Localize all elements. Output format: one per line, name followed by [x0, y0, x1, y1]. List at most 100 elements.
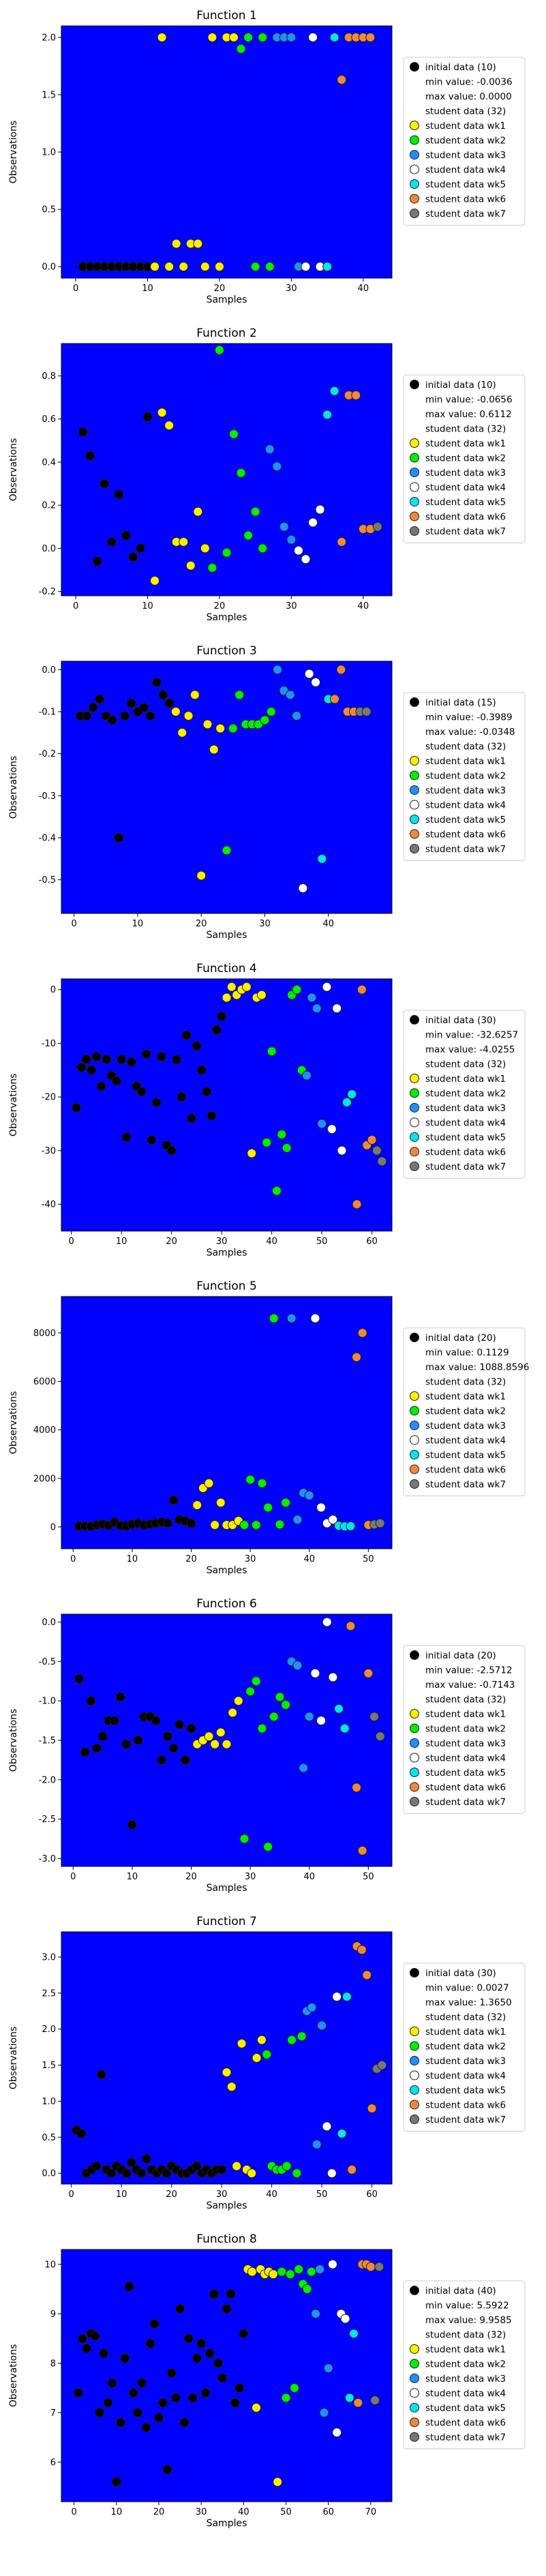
- data-point-initial: [166, 2368, 177, 2378]
- legend-marker-wk5: [410, 2403, 419, 2412]
- data-point-initial: [196, 2338, 207, 2348]
- legend-marker-initial: [410, 62, 419, 72]
- plot-area: [61, 978, 393, 1232]
- data-point-initial: [175, 1719, 185, 1729]
- data-point-wk4: [310, 1314, 320, 1324]
- data-point-initial: [106, 536, 117, 547]
- data-point-initial: [156, 1052, 166, 1062]
- legend-marker-wk4: [410, 1753, 419, 1763]
- legend-entry: student data wk4: [425, 800, 506, 811]
- legend-entry: student data wk4: [425, 483, 506, 494]
- data-point-wk1: [189, 690, 200, 700]
- legend-entry: student data wk4: [425, 2071, 506, 2082]
- legend-entry: min value: -32.6257: [425, 1030, 518, 1041]
- legend-marker-wk5: [410, 179, 419, 189]
- data-point-wk2: [222, 845, 232, 855]
- chart-panel-1: Function 1 0 10 20 30 40 0.0 0.5 1.0 1.5 2.0 Sample…: [8, 9, 526, 305]
- data-point-initial: [158, 690, 168, 700]
- legend-entry: student data wk7: [425, 2115, 506, 2125]
- data-point-initial: [141, 1049, 151, 1059]
- legend-entry: initial data (40): [425, 2286, 496, 2297]
- legend-entry: student data wk5: [425, 179, 506, 190]
- legend-entry: student data wk3: [425, 2374, 506, 2384]
- data-point-wk4: [301, 554, 311, 564]
- data-point-initial: [87, 1065, 97, 1075]
- chart-panel-4: Function 4 0 10 20 30 40 50 60 -40 -30 -20 -10 0 Samp…: [8, 962, 526, 1258]
- data-point-wk5: [346, 1521, 356, 1531]
- data-point-wk3: [292, 711, 302, 721]
- x-tick-label: 10: [132, 919, 144, 929]
- legend-marker-wk7: [410, 844, 419, 853]
- data-point-wk1: [215, 723, 226, 733]
- data-point-initial: [196, 1065, 207, 1075]
- x-tick-label: 20: [185, 1872, 197, 1882]
- data-point-wk1: [247, 1148, 257, 1158]
- y-axis-label: Observations: [8, 756, 19, 819]
- legend-marker-wk3: [410, 1421, 419, 1430]
- data-point-initial: [222, 2304, 232, 2314]
- y-tick-label: -1.0: [39, 1697, 56, 1707]
- data-point-initial: [91, 2161, 102, 2171]
- data-point-wk6: [352, 1783, 362, 1793]
- data-point-wk3: [307, 992, 317, 1003]
- legend-marker-wk3: [410, 150, 419, 160]
- data-point-wk2: [292, 984, 302, 995]
- data-point-wk7: [375, 1518, 385, 1528]
- legend-marker-wk7: [410, 2432, 419, 2442]
- x-tick-label: 30: [245, 1872, 256, 1882]
- legend: initial data (30) min value: 0.0027 max va…: [403, 1963, 526, 2132]
- y-tick-label: -0.4: [39, 834, 56, 844]
- data-point-wk3: [304, 1712, 314, 1722]
- y-tick-label: 0.0: [42, 665, 56, 676]
- data-point-initial: [151, 1097, 162, 1108]
- legend-entry: student data wk1: [425, 1074, 506, 1085]
- y-tick-label: 0.6: [42, 414, 56, 425]
- legend-entry: student data wk1: [425, 438, 506, 449]
- x-tick-label: 40: [358, 601, 369, 611]
- y-tick-label: 0.0: [42, 544, 56, 554]
- data-point-wk1: [222, 2067, 232, 2078]
- x-tick-label: 50: [316, 2189, 328, 2200]
- data-point-wk1: [214, 262, 224, 272]
- legend-entry: student data wk6: [425, 1147, 506, 1158]
- data-point-initial: [170, 2393, 181, 2403]
- legend: initial data (40) min value: 5.5922 max va…: [403, 2280, 526, 2449]
- data-point-wk5: [337, 2129, 347, 2138]
- legend-entry: student data wk6: [425, 830, 506, 840]
- data-point-wk6: [346, 1621, 356, 1631]
- data-point-initial: [121, 1132, 132, 1142]
- data-point-wk1: [179, 536, 189, 547]
- x-tick-label: 0: [72, 919, 77, 929]
- data-point-initial: [94, 2408, 104, 2418]
- data-point-wk4: [337, 1145, 347, 1155]
- data-point-wk5: [322, 410, 333, 420]
- plot-area: [61, 2249, 393, 2502]
- data-point-wk2: [267, 1046, 277, 1057]
- x-tick-label: 40: [238, 2507, 249, 2517]
- legend-marker-wk5: [410, 815, 419, 824]
- x-tick-label: 10: [111, 2507, 123, 2517]
- data-point-wk1: [233, 1696, 243, 1706]
- y-tick-label: -0.3: [39, 791, 56, 802]
- data-point-initial: [158, 2397, 168, 2408]
- data-point-wk1: [177, 727, 187, 738]
- data-point-initial: [91, 1052, 102, 1062]
- data-point-initial: [175, 2304, 185, 2314]
- legend-entry: student data wk3: [425, 1738, 506, 1749]
- data-point-wk3: [292, 1515, 303, 1525]
- chart-title: Function 8: [196, 2232, 257, 2246]
- data-point-initial: [172, 1055, 182, 1065]
- legend-entry: student data (32): [425, 106, 506, 117]
- legend-entry: initial data (15): [425, 697, 496, 708]
- legend-entry: max value: -0.7143: [425, 1680, 515, 1691]
- legend-entry: max value: 1.3650: [425, 1997, 512, 2008]
- data-point-wk1: [207, 32, 217, 42]
- legend-entry: student data wk3: [425, 150, 506, 161]
- data-point-wk4: [332, 2427, 342, 2438]
- legend-entry: student data wk1: [425, 2027, 506, 2037]
- data-point-wk4: [327, 2259, 337, 2269]
- legend-marker-wk4: [410, 482, 419, 492]
- data-point-wk5: [329, 386, 339, 396]
- data-point-wk2: [271, 1185, 282, 1196]
